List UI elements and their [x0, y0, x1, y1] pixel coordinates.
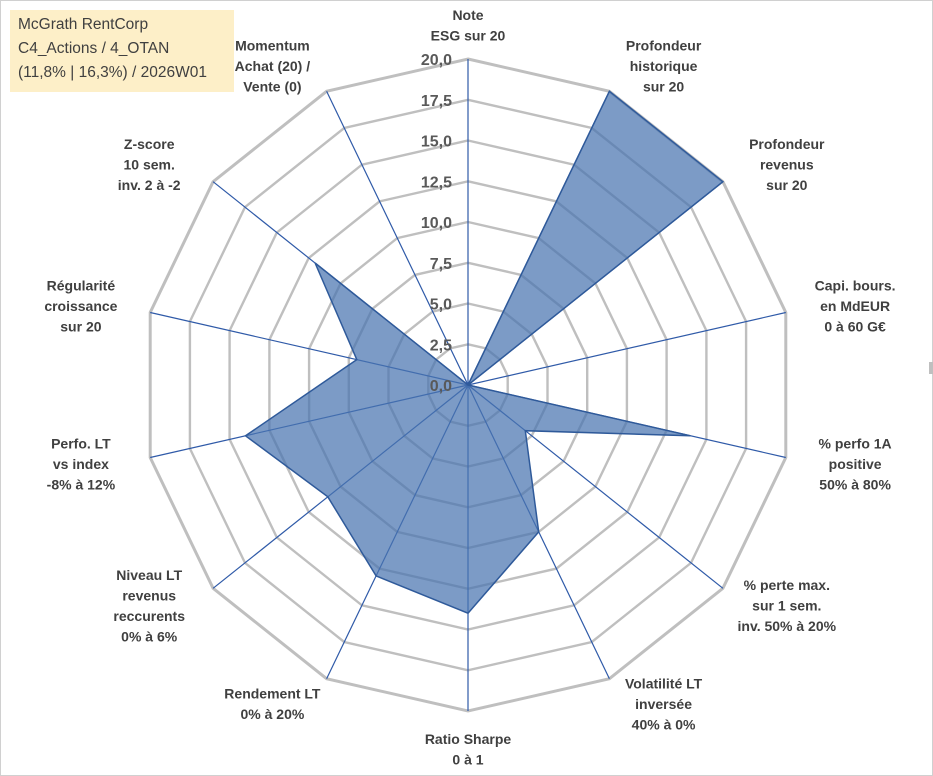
axis-label-line: sur 20: [643, 79, 684, 95]
axis-label-line: Régularité: [47, 278, 116, 294]
axis-label-line: positive: [829, 456, 882, 472]
axis-label-line: 10 sem.: [124, 156, 175, 172]
tick-label: 15,0: [421, 134, 452, 151]
axis-spoke: [467, 311, 786, 386]
title-box: McGrath RentCorp C4_Actions / 4_OTAN (11…: [10, 10, 234, 92]
axis-label-layer: Note ESG sur 20 Profondeur historique sur 20…: [44, 7, 895, 768]
axis-label-line: Ratio Sharpe: [425, 731, 512, 747]
axis-label: Z-score 10 sem. inv. 2 à -2: [118, 136, 181, 193]
axis-label-line: Rendement LT: [224, 686, 321, 702]
axis-label-line: Momentum: [235, 38, 310, 54]
title-performance: (11,8% | 16,3%) / 2026W01: [18, 64, 207, 81]
axis-label-line: reccurents: [113, 608, 185, 624]
axis-label-line: % perfo 1A: [819, 435, 892, 451]
axis-label-line: Profondeur: [749, 136, 825, 152]
axis-label-line: revenus: [760, 156, 814, 172]
axis-label-line: Capi. bours.: [815, 278, 896, 294]
axis-spoke: [326, 91, 469, 386]
axis-label-line: historique: [630, 58, 698, 74]
axis-label-line: sur 20: [60, 319, 101, 335]
axis-label-line: croissance: [44, 298, 117, 314]
tick-label: 2,5: [430, 337, 452, 354]
axis-label: Perfo. LT vs index -8% à 12%: [47, 435, 116, 492]
title-company: McGrath RentCorp: [18, 16, 149, 33]
axis-label-line: 0% à 20%: [240, 706, 304, 722]
axis-label-line: sur 20: [766, 177, 807, 193]
axis-label: Note ESG sur 20: [431, 7, 506, 44]
axis-label-line: Achat (20) /: [235, 58, 311, 74]
axis-label-line: vs index: [53, 456, 109, 472]
axis-label-line: en MdEUR: [820, 298, 890, 314]
axis-label: Régularité croissance sur 20: [44, 278, 117, 335]
axis-label: Rendement LT 0% à 20%: [224, 686, 321, 723]
axis-label: % perfo 1A positive 50% à 80%: [819, 435, 892, 492]
axis-label-line: inv. 50% à 20%: [738, 618, 837, 634]
axis-label-line: 0% à 6%: [121, 629, 178, 645]
axis-label-line: sur 1 sem.: [752, 598, 821, 614]
axis-label-line: % perte max.: [744, 577, 830, 593]
axis-label-line: 50% à 80%: [819, 476, 891, 492]
scroll-indicator: [929, 362, 933, 374]
tick-label: 12,5: [421, 174, 452, 191]
axis-label-line: Profondeur: [626, 38, 702, 54]
axis-label-line: 0 à 60 G€: [824, 319, 886, 335]
axis-label-line: Note: [452, 7, 483, 23]
axis-label-line: 40% à 0%: [632, 716, 696, 732]
axis-label-line: 0 à 1: [452, 752, 483, 768]
axis-label-line: inv. 2 à -2: [118, 177, 181, 193]
axis-label-line: Perfo. LT: [51, 435, 111, 451]
tick-label: 10,0: [421, 215, 452, 232]
axis-label-line: ESG sur 20: [431, 28, 506, 44]
axis-label-line: revenus: [122, 588, 176, 604]
tick-label: 7,5: [430, 256, 452, 273]
axis-label-line: Vente (0): [243, 79, 301, 95]
title-category: C4_Actions / 4_OTAN: [18, 40, 170, 57]
axis-label: Niveau LT revenus reccurents 0% à 6%: [113, 567, 185, 645]
axis-label-line: Niveau LT: [116, 567, 182, 583]
axis-label-line: inversée: [635, 696, 692, 712]
axis-label-line: Z-score: [124, 136, 175, 152]
axis-label-line: Volatilité LT: [625, 675, 703, 691]
axis-label: Momentum Achat (20) / Vente (0): [235, 38, 311, 95]
tick-label: 0,0: [430, 378, 452, 395]
axis-label: Capi. bours. en MdEUR 0 à 60 G€: [815, 278, 896, 335]
tick-label: 20,0: [421, 52, 452, 69]
series-area: [244, 90, 725, 615]
tick-label: 17,5: [421, 93, 452, 110]
axis-label: Volatilité LT inversée 40% à 0%: [625, 675, 703, 732]
axis-label: Profondeur revenus sur 20: [749, 136, 825, 193]
axis-label: Ratio Sharpe 0 à 1: [425, 731, 512, 768]
series-layer: [244, 90, 725, 615]
axis-label-line: -8% à 12%: [47, 476, 116, 492]
axis-label: Profondeur historique sur 20: [626, 38, 702, 95]
tick-label: 5,0: [430, 297, 452, 314]
tick-layer: 0,0 2,5 5,0 7,5 10,0 12,5 15,0 17,5 20,0: [421, 52, 452, 395]
axis-label: % perte max. sur 1 sem. inv. 50% à 20%: [738, 577, 837, 634]
